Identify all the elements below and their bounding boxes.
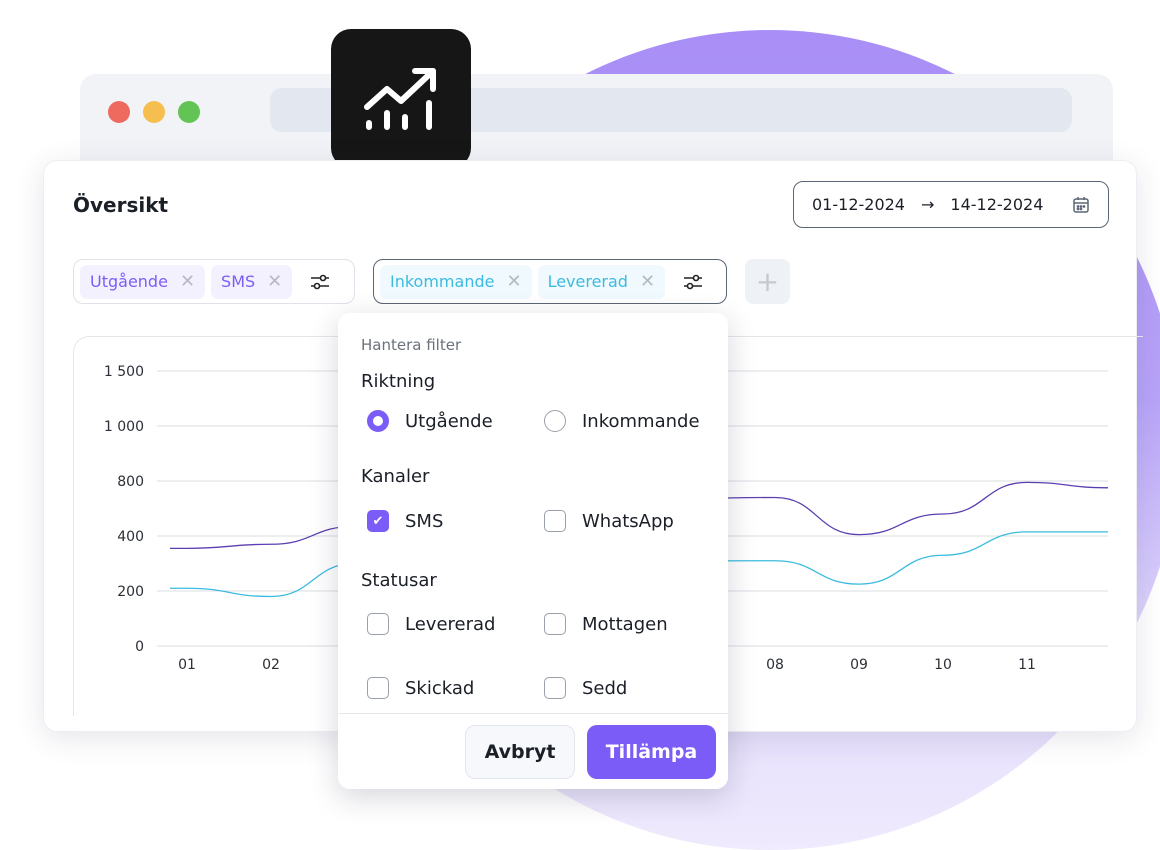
date-range-picker[interactable]: 01-12-2024 → 14-12-2024 xyxy=(793,181,1109,228)
dropdown-footer: Avbryt Tillämpa xyxy=(338,713,728,789)
checkbox[interactable] xyxy=(544,510,566,532)
x-tick-label: 02 xyxy=(262,657,280,673)
chip-label: SMS xyxy=(221,272,256,291)
direction-label: Riktning xyxy=(361,371,436,392)
minimize-dot xyxy=(143,101,165,123)
statuses-label: Statusar xyxy=(361,570,437,591)
sliders-icon[interactable] xyxy=(308,270,332,294)
x-tick-label: 09 xyxy=(850,657,868,673)
checkbox[interactable] xyxy=(367,677,389,699)
checkbox-whatsapp[interactable]: WhatsApp xyxy=(544,510,674,532)
filter-dropdown: Hantera filter Riktning Utgående Inkomma… xyxy=(338,313,728,789)
option-label: Levererad xyxy=(405,613,496,635)
checkbox-sms[interactable]: ✔ SMS xyxy=(367,510,443,532)
option-label: Inkommande xyxy=(582,410,700,432)
radio-button[interactable] xyxy=(544,410,566,432)
filter-chip[interactable]: SMS ✕ xyxy=(211,264,293,299)
check-icon[interactable]: ✔ xyxy=(367,510,389,532)
close-dot xyxy=(108,101,130,123)
y-tick-label: 0 xyxy=(135,639,144,655)
date-from: 01-12-2024 xyxy=(812,195,905,214)
checkbox[interactable] xyxy=(367,613,389,635)
close-icon[interactable]: ✕ xyxy=(267,271,283,292)
checkbox-mottagen[interactable]: Mottagen xyxy=(544,613,668,635)
chip-label: Levererad xyxy=(547,272,628,291)
option-label: WhatsApp xyxy=(582,510,674,532)
option-label: SMS xyxy=(405,510,444,532)
radio-button[interactable] xyxy=(367,410,389,432)
option-label: Utgående xyxy=(405,410,493,432)
checkbox[interactable] xyxy=(544,677,566,699)
apply-button[interactable]: Tillämpa xyxy=(587,725,716,779)
radio-inkommande[interactable]: Inkommande xyxy=(544,410,700,432)
sliders-icon[interactable] xyxy=(681,270,705,294)
x-tick-label: 08 xyxy=(766,657,784,673)
checkbox-sedd[interactable]: Sedd xyxy=(544,677,627,699)
filter-chip[interactable]: Utgående ✕ xyxy=(80,264,206,299)
date-to: 14-12-2024 xyxy=(950,195,1044,214)
checkbox[interactable] xyxy=(544,613,566,635)
option-label: Skickad xyxy=(405,677,475,699)
cancel-button[interactable]: Avbryt xyxy=(465,725,575,779)
filter-group-2[interactable]: Inkommande ✕ Levererad ✕ xyxy=(373,259,727,304)
radio-utgaende[interactable]: Utgående xyxy=(367,410,493,432)
filter-chip[interactable]: Inkommande ✕ xyxy=(380,264,532,299)
arrow: → xyxy=(920,195,935,214)
option-label: Sedd xyxy=(582,677,628,699)
y-tick-label: 1 500 xyxy=(104,364,144,380)
x-tick-label: 01 xyxy=(178,657,196,673)
x-tick-label: 10 xyxy=(934,657,952,673)
trending-up-chart-icon xyxy=(331,29,471,168)
add-filter-button[interactable]: + xyxy=(745,259,790,304)
calendar-icon xyxy=(1073,196,1089,213)
chip-label: Inkommande xyxy=(390,272,495,291)
chip-label: Utgående xyxy=(90,272,168,291)
filter-chip[interactable]: Levererad ✕ xyxy=(537,264,666,299)
x-tick-label: 11 xyxy=(1018,657,1036,673)
y-tick-label: 800 xyxy=(117,474,144,490)
page-title: Översikt xyxy=(73,193,169,217)
y-tick-label: 200 xyxy=(117,584,144,600)
checkbox-levererad[interactable]: Levererad xyxy=(367,613,495,635)
close-icon[interactable]: ✕ xyxy=(179,271,196,292)
option-label: Mottagen xyxy=(582,613,668,635)
y-tick-label: 400 xyxy=(117,529,144,545)
channels-label: Kanaler xyxy=(361,466,430,487)
dropdown-heading: Hantera filter xyxy=(361,336,462,354)
checkbox-skickad[interactable]: Skickad xyxy=(367,677,474,699)
close-icon[interactable]: ✕ xyxy=(639,271,656,292)
close-icon[interactable]: ✕ xyxy=(506,271,522,292)
maximize-dot xyxy=(178,101,200,123)
filter-group-1[interactable]: Utgående ✕ SMS ✕ xyxy=(73,259,355,304)
y-tick-label: 1 000 xyxy=(104,419,144,435)
